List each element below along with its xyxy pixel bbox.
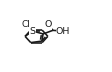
Text: S: S [29,26,35,35]
Text: Cl: Cl [21,20,30,29]
Text: O: O [44,20,51,29]
Text: OH: OH [56,27,70,36]
